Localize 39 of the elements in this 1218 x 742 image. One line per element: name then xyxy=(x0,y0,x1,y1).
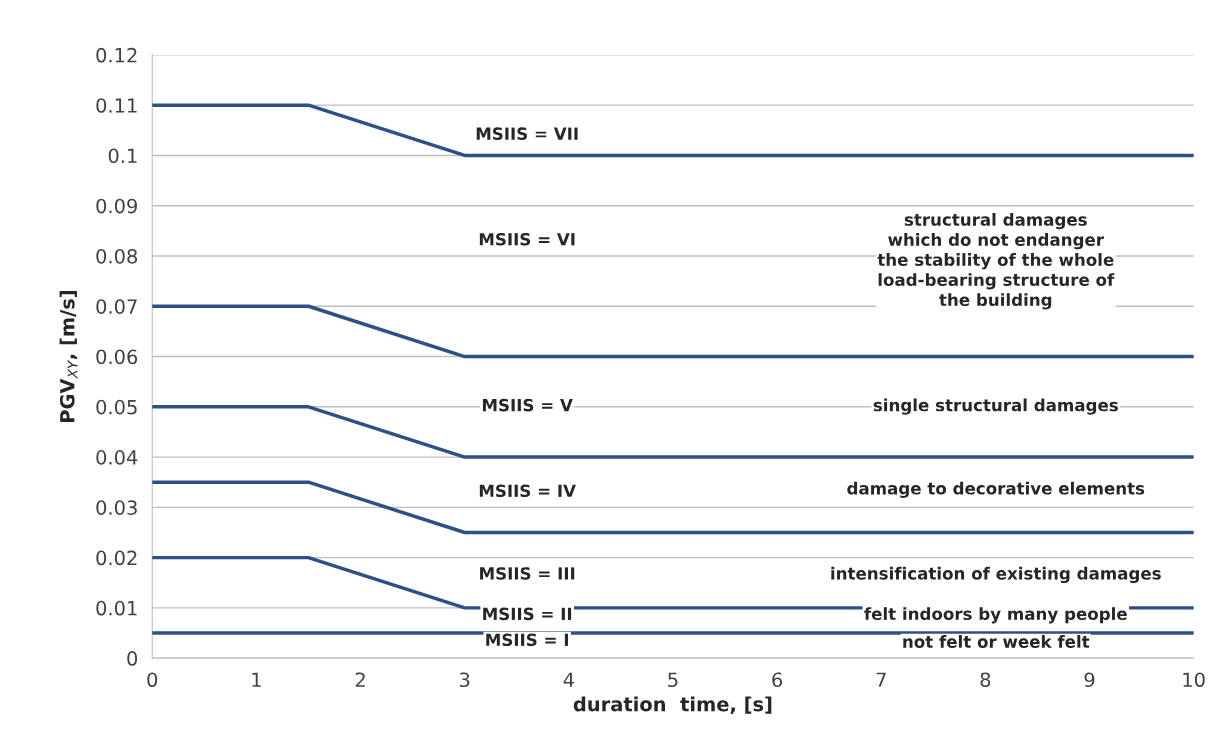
y-tick-label: 0.06 xyxy=(96,349,138,365)
annotation: not felt or week felt xyxy=(903,635,1090,648)
y-tick-label: 0.01 xyxy=(96,600,137,616)
y-tick-label: 0.09 xyxy=(96,198,137,214)
x-tick-label: 6 xyxy=(772,672,783,688)
annotation: MSIIS = I xyxy=(486,633,568,647)
x-tick-label: 1 xyxy=(252,672,261,687)
annotation: felt indoors by many people xyxy=(864,607,1127,624)
y-tick-label: 0.05 xyxy=(96,399,137,415)
y-tick-label: 0 xyxy=(127,651,138,666)
annotation: MSIIS = II xyxy=(483,607,572,621)
x-tick-label: 7 xyxy=(876,672,886,687)
annotation: MSIIS = V xyxy=(482,398,573,412)
y-tick-label: 0.11 xyxy=(96,98,137,113)
y-axis-title: PGV$_{XY}$, [m/s] xyxy=(59,291,78,423)
y-tick-label: 0.02 xyxy=(96,550,137,566)
y-tick-label: 0.04 xyxy=(96,450,138,465)
annotation: intensification of existing damages xyxy=(831,566,1161,584)
annotation: structural damages which do not endanger the stability of the whole load-bearing structure of the building xyxy=(877,212,1115,310)
x-tick-label: 0 xyxy=(147,672,158,688)
annotation: damage to decorative elements xyxy=(847,481,1145,498)
y-tick-label: 0.12 xyxy=(96,47,137,63)
x-tick-label: 3 xyxy=(459,672,470,688)
annotation: MSIIS = VII xyxy=(476,127,578,140)
y-tick-label: 0.1 xyxy=(108,148,137,164)
y-tick-label: 0.07 xyxy=(96,299,137,314)
annotation: MSIIS = IV xyxy=(479,484,576,498)
x-tick-label: 9 xyxy=(1084,672,1095,688)
x-tick-label: 4 xyxy=(563,672,574,687)
annotation: single structural damages xyxy=(873,398,1118,415)
y-tick-label: 0.08 xyxy=(96,248,138,264)
annotation: MSIIS = VI xyxy=(479,232,575,246)
x-tick-label: 2 xyxy=(355,672,365,687)
y-tick-label: 0.03 xyxy=(96,500,137,516)
x-axis-title: duration time, [s] xyxy=(573,696,772,714)
x-tick-label: 8 xyxy=(980,672,991,688)
x-tick-label: 10 xyxy=(1183,672,1205,688)
annotation: MSIIS = III xyxy=(480,567,575,580)
x-tick-label: 5 xyxy=(668,672,678,688)
